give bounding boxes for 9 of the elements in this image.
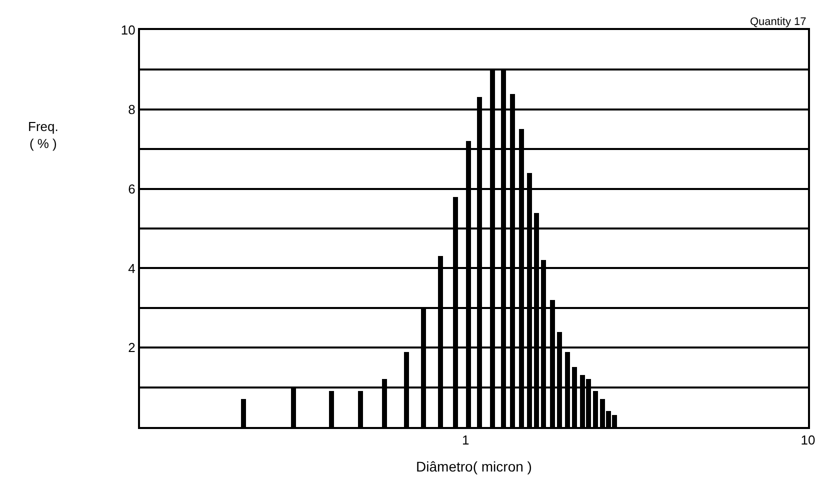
y-tick-label: 4 — [128, 260, 136, 276]
y-tick-label: 10 — [120, 22, 136, 38]
y-axis-title: Freq. ( % ) — [28, 119, 58, 151]
y-tick-label: 8 — [128, 102, 136, 117]
y-tick-label: 2 — [128, 340, 136, 356]
text: Quantity 17 — [750, 16, 806, 28]
x-axis-title: Diâmetro( micron ) — [416, 458, 532, 474]
x-tick-label: 1 — [462, 432, 470, 448]
y-tick-label: 6 — [128, 181, 136, 196]
